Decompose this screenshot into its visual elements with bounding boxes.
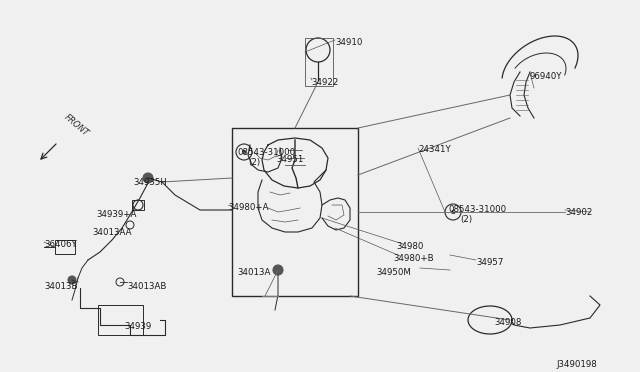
Text: 34910: 34910 (335, 38, 362, 47)
Text: (2): (2) (460, 215, 472, 224)
Text: (2): (2) (248, 158, 260, 167)
Text: 34013A: 34013A (237, 268, 270, 277)
Text: 34013AA: 34013AA (92, 228, 131, 237)
Text: 36406Y: 36406Y (44, 240, 77, 249)
Text: 34957: 34957 (476, 258, 504, 267)
Text: 34922: 34922 (311, 78, 339, 87)
Text: 08543-31000: 08543-31000 (448, 205, 506, 214)
Text: J3490198: J3490198 (556, 360, 596, 369)
Text: 34980+B: 34980+B (393, 254, 434, 263)
Text: 34980: 34980 (396, 242, 424, 251)
Text: 34951: 34951 (276, 155, 303, 164)
Text: FRONT: FRONT (62, 113, 90, 138)
Text: 34939+A: 34939+A (96, 210, 136, 219)
Bar (98, 305, 143, 335)
Text: 34908: 34908 (494, 318, 522, 327)
Text: 34013B: 34013B (44, 282, 77, 291)
Text: 34980+A: 34980+A (228, 203, 269, 212)
Bar (232, 128, 358, 296)
Circle shape (273, 265, 283, 275)
Text: S: S (451, 209, 455, 215)
Text: 34935H: 34935H (133, 178, 167, 187)
Bar (55, 240, 75, 254)
Text: 34902: 34902 (565, 208, 593, 217)
Bar (132, 200, 144, 210)
Text: 08543-31000: 08543-31000 (237, 148, 295, 157)
Circle shape (68, 276, 76, 284)
Text: 24341Y: 24341Y (418, 145, 451, 154)
Text: 34939: 34939 (124, 322, 151, 331)
Circle shape (143, 173, 153, 183)
Text: 34013AB: 34013AB (127, 282, 166, 291)
Text: 96940Y: 96940Y (530, 72, 563, 81)
Bar (305, 38, 333, 86)
Text: 34950M: 34950M (376, 268, 411, 277)
Text: S: S (242, 150, 246, 154)
